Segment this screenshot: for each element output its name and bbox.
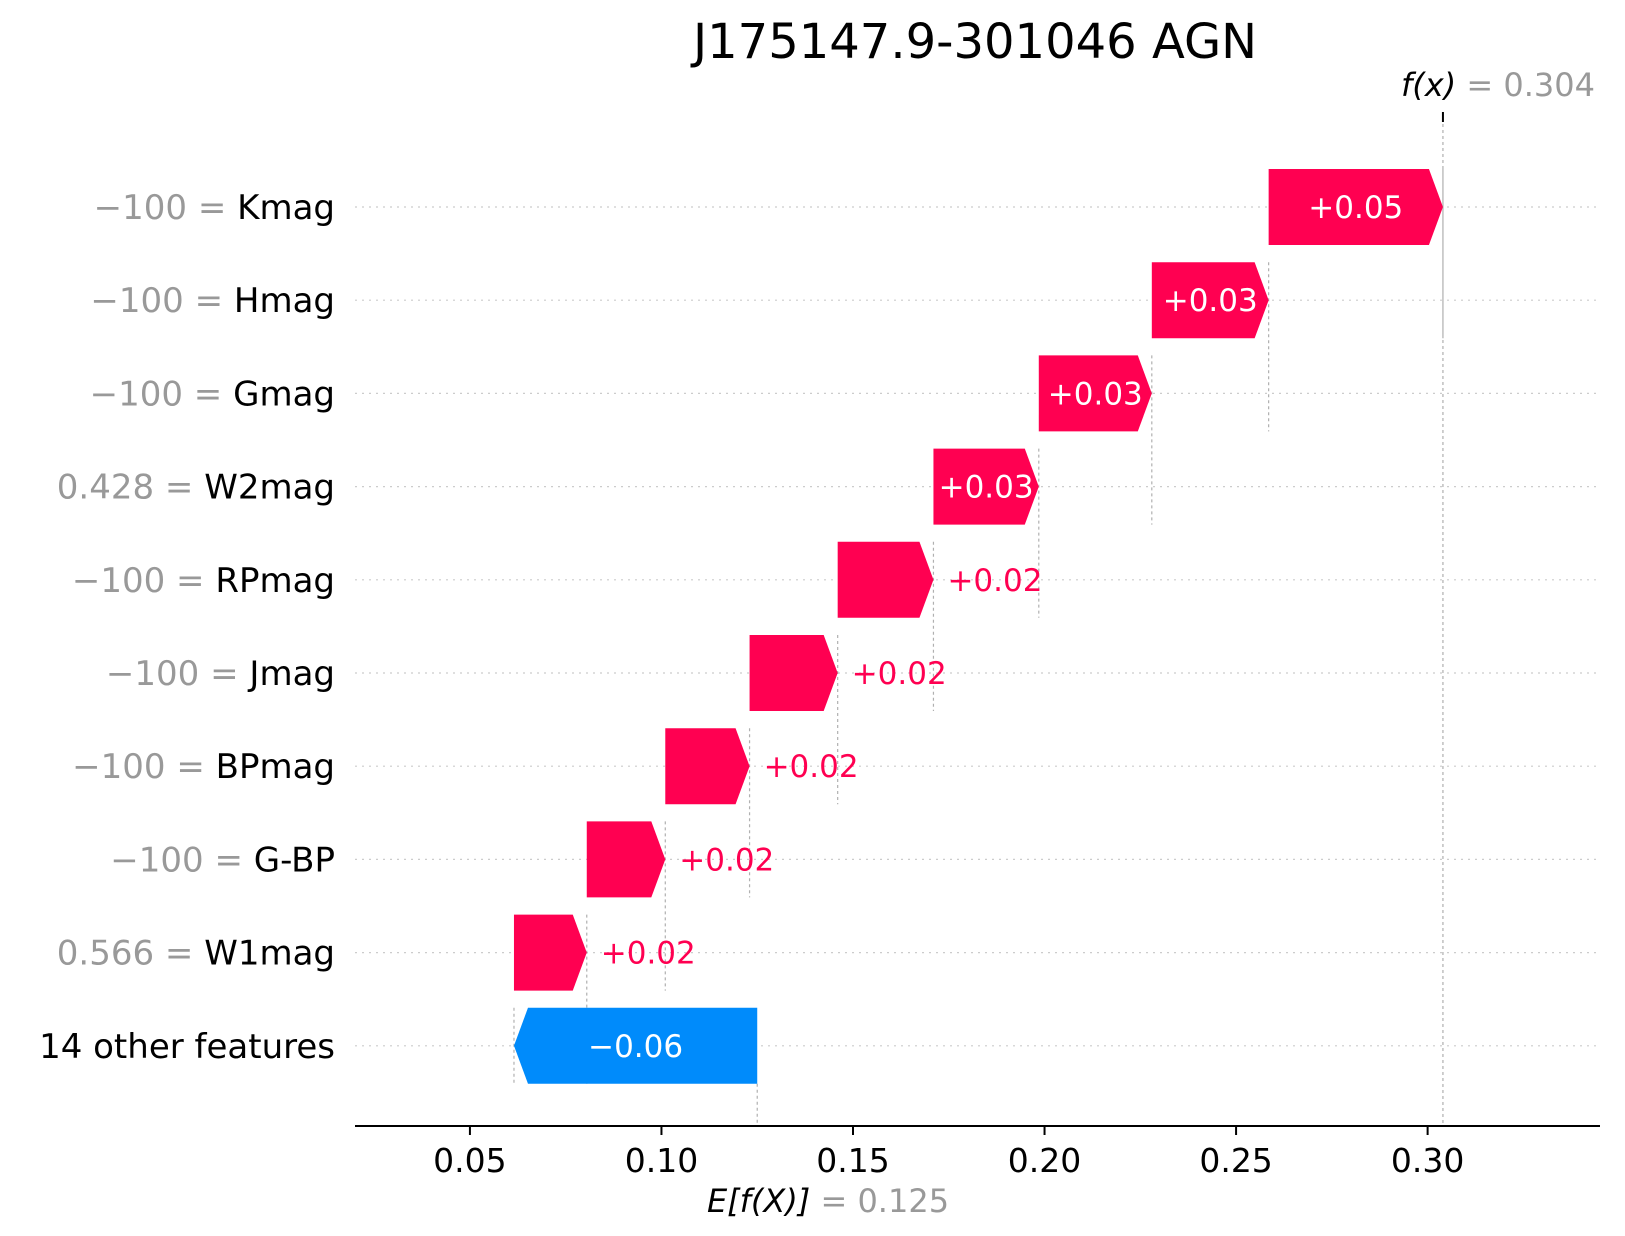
waterfall-bar xyxy=(749,635,838,711)
feature-label: −100 = Gmag xyxy=(90,374,335,414)
feature-label: −100 = Hmag xyxy=(90,281,335,321)
feature-value: −100 = xyxy=(72,747,216,787)
waterfall-bar xyxy=(513,914,587,991)
base-value-annotation-math: E[f(X)] xyxy=(707,1182,821,1220)
feature-name: Hmag xyxy=(234,281,335,321)
feature-value: −100 = xyxy=(106,654,250,694)
feature-name: Gmag xyxy=(233,374,335,414)
feature-label: −100 = BPmag xyxy=(72,747,335,787)
annotations-group: f(x) = 0.304 E[f(X)] = 0.125 xyxy=(707,66,1595,1220)
bar-value-label: +0.02 xyxy=(852,656,947,692)
feature-label: −100 = G-BP xyxy=(110,840,335,880)
base-value-annotation: E[f(X)] = 0.125 xyxy=(707,1182,949,1220)
waterfall-bar xyxy=(586,821,666,898)
feature-value: 0.566 = xyxy=(57,934,204,974)
feature-value: 0.428 = xyxy=(57,468,204,508)
bar-value-label: +0.02 xyxy=(601,936,696,972)
final-value-annotation: f(x) = 0.304 xyxy=(1401,66,1595,104)
x-axis: 0.05 0.10 0.15 0.20 0.25 0.30 xyxy=(355,112,1600,1180)
bar-value-label: +0.03 xyxy=(1048,376,1143,412)
chart-title: J175147.9-301046 AGN xyxy=(690,14,1257,70)
waterfall-bar xyxy=(1151,262,1269,339)
waterfall-bar xyxy=(1268,169,1443,245)
connector-lines xyxy=(513,112,1444,1126)
waterfall-bar xyxy=(933,448,1039,525)
x-tick-label: 0.10 xyxy=(625,1141,698,1180)
feature-label: 14 other features xyxy=(39,1027,335,1067)
feature-name: BPmag xyxy=(216,747,335,787)
waterfall-bar xyxy=(513,1007,758,1084)
final-value-annotation-value: = 0.304 xyxy=(1466,66,1595,104)
feature-name: W1mag xyxy=(204,934,335,974)
feature-label: −100 = RPmag xyxy=(72,561,335,601)
waterfall-bar xyxy=(1038,355,1152,432)
x-tick-label: 0.05 xyxy=(433,1141,506,1180)
feature-value: −100 = xyxy=(94,188,238,228)
x-tick-label: 0.25 xyxy=(1199,1141,1272,1180)
bar-value-label: +0.03 xyxy=(939,470,1034,506)
x-tick-label: 0.30 xyxy=(1391,1141,1464,1180)
waterfall-bar xyxy=(665,728,750,805)
bar-value-label: +0.02 xyxy=(764,749,859,785)
waterfall-bar xyxy=(837,541,934,618)
feature-name: 14 other features xyxy=(39,1027,335,1067)
feature-name: Jmag xyxy=(247,654,335,694)
feature-value: −100 = xyxy=(72,561,216,601)
feature-name: RPmag xyxy=(215,561,335,601)
bar-value-label: +0.02 xyxy=(679,842,774,878)
feature-value: −100 = xyxy=(90,281,234,321)
feature-name: Kmag xyxy=(237,188,335,228)
bar-value-label: +0.05 xyxy=(1308,190,1403,226)
feature-label: 0.428 = W2mag xyxy=(57,468,335,508)
bar-value-label: −0.06 xyxy=(588,1029,683,1065)
base-value-annotation-value: = 0.125 xyxy=(820,1182,949,1220)
feature-name: G-BP xyxy=(254,840,335,880)
feature-label: −100 = Kmag xyxy=(94,188,335,228)
feature-value: −100 = xyxy=(110,840,254,880)
x-tick-label: 0.15 xyxy=(816,1141,889,1180)
feature-value: −100 = xyxy=(90,374,234,414)
bar-value-label: +0.02 xyxy=(947,563,1042,599)
feature-name: W2mag xyxy=(204,468,335,508)
feature-label: −100 = Jmag xyxy=(106,654,335,694)
bar-labels-group: +0.05 +0.03 +0.03 +0.03 +0.02 +0.02 +0.02 +0.02… xyxy=(588,190,1403,1065)
x-tick-label: 0.20 xyxy=(1008,1141,1081,1180)
bar-value-label: +0.03 xyxy=(1163,283,1258,319)
feature-label: 0.566 = W1mag xyxy=(57,934,335,974)
final-value-annotation-math: f(x) xyxy=(1401,66,1466,104)
bars-group xyxy=(513,169,1443,1084)
